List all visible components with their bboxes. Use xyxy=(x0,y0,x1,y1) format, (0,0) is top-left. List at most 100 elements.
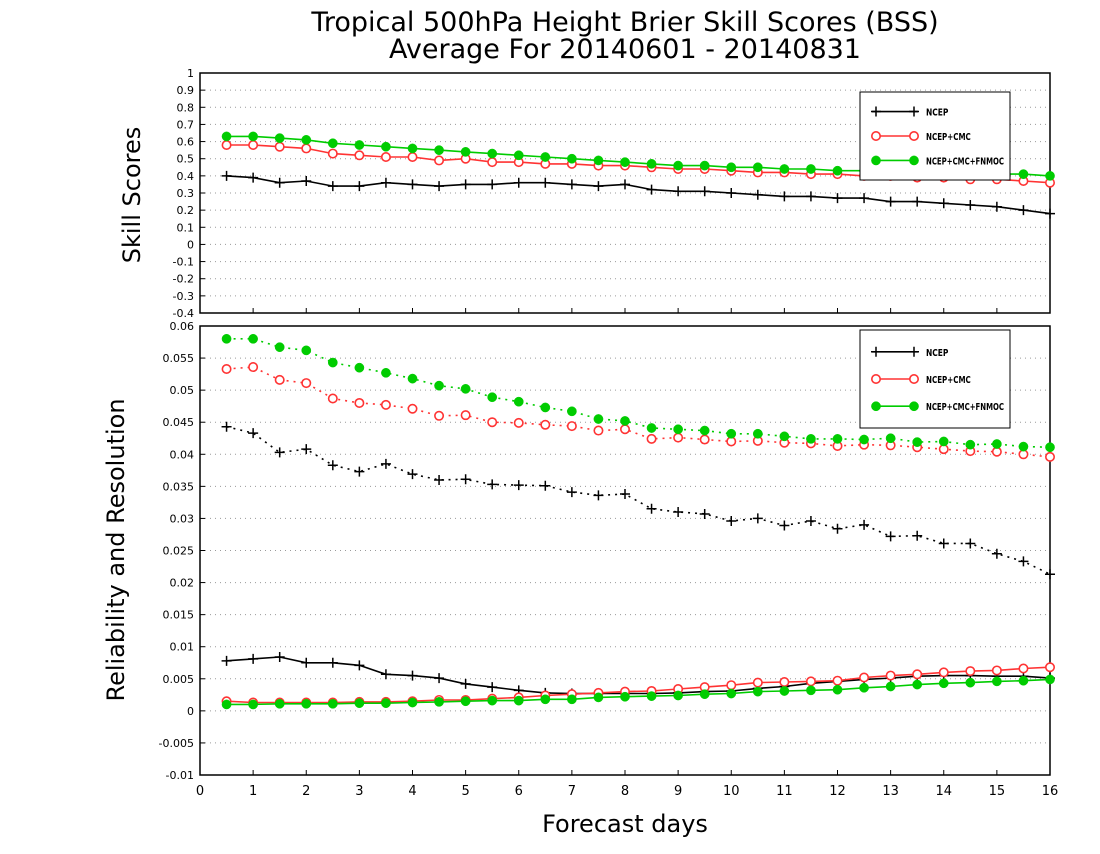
data-point-ncep xyxy=(248,172,259,183)
data-point-ncep-cmc-reliability xyxy=(832,675,843,686)
data-point-ncep-cmc-fnmoc-resolution xyxy=(301,345,312,356)
data-point-ncep-resolution xyxy=(221,421,232,432)
data-point-ncep-cmc-reliability xyxy=(965,666,976,677)
data-point-ncep-cmc-fnmoc-reliability xyxy=(646,691,657,701)
data-point-ncep-resolution xyxy=(593,490,604,501)
y-tick-label: 0.015 xyxy=(163,609,195,622)
data-point-ncep-cmc xyxy=(354,150,365,161)
data-point-ncep-resolution xyxy=(859,519,870,530)
data-point-ncep-cmc-fnmoc-reliability xyxy=(381,698,391,709)
data-point-ncep-cmc-fnmoc-resolution xyxy=(567,406,577,417)
data-point-ncep-cmc-fnmoc-resolution xyxy=(938,436,949,447)
data-point-ncep-cmc-fnmoc-reliability xyxy=(567,694,577,705)
data-point-ncep-resolution xyxy=(1018,556,1029,567)
data-point-ncep-resolution xyxy=(965,538,976,549)
data-point-ncep-resolution xyxy=(673,507,684,518)
data-point-ncep-reliability xyxy=(460,678,471,689)
data-point-ncep-cmc-fnmoc-reliability xyxy=(885,681,896,692)
y-tick-label: 0.4 xyxy=(177,170,195,183)
data-point-ncep-cmc-reliability xyxy=(859,672,870,683)
data-point-ncep xyxy=(726,188,737,198)
reliability-resolution-panel: -0.01 -0.005 0 0.005 0.01 0.015 0.02 0.025 0.03 0… xyxy=(102,320,1058,799)
data-point-ncep-cmc-fnmoc-reliability xyxy=(673,690,683,701)
data-point-ncep xyxy=(566,179,577,190)
data-point-ncep-cmc-resolution xyxy=(248,362,259,373)
series-line-ncep-reliability xyxy=(226,656,1051,695)
data-point-ncep-cmc-resolution xyxy=(593,425,604,436)
data-point-ncep-reliability xyxy=(327,657,338,668)
y-tick-label: -0.01 xyxy=(166,769,194,782)
data-point-ncep-cmc-resolution xyxy=(301,378,312,389)
data-point-ncep-cmc-fnmoc-resolution xyxy=(513,396,524,407)
x-tick-label: 16 xyxy=(1042,784,1059,799)
y-tick-label: 1 xyxy=(187,67,194,80)
data-point-ncep-cmc-fnmoc-reliability xyxy=(726,688,737,699)
data-point-ncep-resolution xyxy=(646,503,657,514)
data-point-ncep-cmc-fnmoc-resolution xyxy=(274,342,285,353)
data-point-ncep-cmc-fnmoc-resolution xyxy=(726,428,737,439)
data-point-ncep-resolution xyxy=(407,469,418,480)
data-point-ncep-cmc-fnmoc-resolution xyxy=(699,425,710,436)
legend-label: NCEP+CMC+FNMOC xyxy=(926,402,1004,413)
data-point-ncep xyxy=(620,179,630,190)
chart-title-line-1: Tropical 500hPa Height Brier Skill Score… xyxy=(310,7,938,38)
legend-label: NCEP+CMC xyxy=(926,375,971,386)
data-point-ncep-cmc-reliability xyxy=(752,677,763,688)
data-point-ncep-cmc-fnmoc xyxy=(567,153,577,164)
data-point-ncep xyxy=(434,181,445,192)
data-point-ncep-cmc-fnmoc xyxy=(407,143,418,154)
legend-marker xyxy=(908,131,919,142)
data-point-ncep-resolution xyxy=(566,487,577,498)
data-point-ncep-reliability xyxy=(407,670,418,681)
data-point-ncep-resolution xyxy=(513,480,524,491)
data-point-ncep-cmc xyxy=(327,148,338,159)
data-point-ncep-cmc-resolution xyxy=(407,403,418,414)
x-tick-label: 1 xyxy=(249,784,257,799)
data-point-ncep-resolution xyxy=(885,531,896,542)
data-point-ncep-cmc-fnmoc-resolution xyxy=(965,439,976,450)
data-point-ncep-cmc xyxy=(407,152,418,163)
data-point-ncep-cmc-fnmoc xyxy=(752,162,763,173)
data-point-ncep xyxy=(859,193,870,204)
data-point-ncep xyxy=(540,177,551,188)
legend-marker xyxy=(871,106,881,117)
data-point-ncep-cmc-fnmoc-reliability xyxy=(992,676,1002,687)
data-point-ncep-resolution xyxy=(1045,569,1055,580)
data-point-ncep-cmc-fnmoc xyxy=(726,162,737,173)
data-point-ncep-cmc-fnmoc-resolution xyxy=(460,384,471,394)
data-point-ncep-cmc-fnmoc-reliability xyxy=(938,678,949,689)
data-point-ncep-reliability xyxy=(380,669,391,680)
data-point-ncep-resolution xyxy=(274,447,285,458)
data-point-ncep-resolution xyxy=(540,480,551,491)
y-axis-label: Skill Scores xyxy=(118,127,146,264)
data-point-ncep-cmc-fnmoc-resolution xyxy=(381,367,391,378)
y-tick-label: 0.5 xyxy=(177,153,195,166)
skill-scores-panel: -0.4 -0.3 -0.2 -0.1 0 0.1 0.2 0.3 0.4 0.5 0.6 0.7 0.… xyxy=(118,67,1056,320)
data-point-ncep-cmc-fnmoc-reliability xyxy=(965,677,976,688)
data-point-ncep-cmc-fnmoc xyxy=(460,147,471,157)
data-point-ncep-cmc-fnmoc-resolution xyxy=(540,402,551,413)
series-line-ncep xyxy=(226,175,1051,215)
data-point-ncep-cmc-reliability xyxy=(805,676,816,687)
x-tick-label: 11 xyxy=(776,784,793,799)
data-point-ncep-cmc xyxy=(301,143,312,154)
data-point-ncep-reliability xyxy=(434,673,445,684)
data-point-ncep-cmc-reliability xyxy=(938,667,949,678)
y-tick-label: -0.3 xyxy=(173,290,194,303)
data-point-ncep-cmc-fnmoc xyxy=(274,133,285,143)
legend-label: NCEP+CMC xyxy=(926,132,971,143)
data-point-ncep-cmc-resolution xyxy=(221,363,232,374)
data-point-ncep-cmc-fnmoc-reliability xyxy=(301,698,312,709)
x-tick-label: 5 xyxy=(461,784,469,799)
y-tick-label: 0.8 xyxy=(177,101,195,114)
legend-marker xyxy=(909,106,919,117)
data-point-ncep-cmc-fnmoc xyxy=(540,152,551,162)
data-point-ncep-cmc-fnmoc-reliability xyxy=(806,685,816,696)
data-point-ncep-cmc-fnmoc xyxy=(832,165,843,176)
data-point-ncep-cmc-reliability xyxy=(885,670,896,681)
data-point-ncep-cmc-fnmoc-resolution xyxy=(354,362,365,373)
data-point-ncep xyxy=(991,201,1002,212)
data-point-ncep-cmc-fnmoc-resolution xyxy=(620,416,630,426)
data-point-ncep-cmc-resolution xyxy=(540,419,551,430)
y-tick-label: 0.025 xyxy=(163,545,195,558)
